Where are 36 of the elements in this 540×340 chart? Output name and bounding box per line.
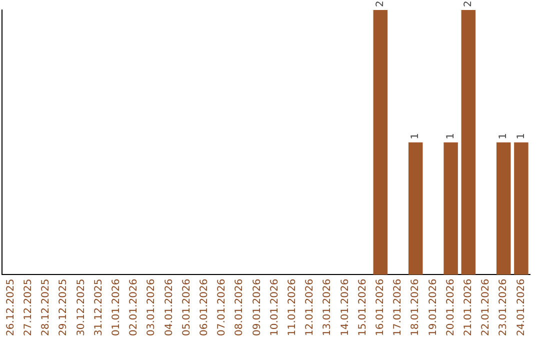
x-tick-label: 29.12.2025 bbox=[58, 278, 70, 336]
x-tick-label: 01.01.2026 bbox=[110, 278, 122, 336]
x-tick-label: 13.01.2026 bbox=[322, 278, 334, 336]
x-tick-label: 02.01.2026 bbox=[128, 278, 140, 336]
x-tick-label: 10.01.2026 bbox=[269, 278, 280, 336]
x-tick-label: 06.01.2026 bbox=[198, 278, 210, 336]
x-tick-label: 28.12.2025 bbox=[40, 278, 52, 336]
data-label: 1 bbox=[498, 132, 510, 140]
data-label: 2 bbox=[374, 0, 386, 7]
x-tick-label: 07.01.2026 bbox=[216, 278, 228, 336]
x-tick-label: 08.01.2026 bbox=[234, 278, 246, 336]
x-tick-label: 21.01.2026 bbox=[462, 278, 474, 336]
data-label: 1 bbox=[445, 132, 456, 140]
x-tick-label: 12.01.2026 bbox=[304, 278, 316, 336]
data-label: 1 bbox=[516, 132, 527, 140]
x-tick-label: 11.01.2026 bbox=[286, 278, 298, 336]
x-tick-label: 05.01.2026 bbox=[181, 278, 192, 336]
x-tick-label: 17.01.2026 bbox=[392, 278, 404, 336]
x-tick-label: 09.01.2026 bbox=[252, 278, 263, 336]
x-tick-label: 20.01.2026 bbox=[445, 278, 456, 336]
x-tick-label: 14.01.2026 bbox=[340, 278, 351, 336]
x-tick-label: 24.01.2026 bbox=[516, 278, 527, 336]
x-tick-label: 22.01.2026 bbox=[480, 278, 492, 336]
x-tick-label: 04.01.2026 bbox=[164, 278, 175, 336]
x-tick-label: 15.01.2026 bbox=[357, 278, 368, 336]
x-tick-label: 19.01.2026 bbox=[428, 278, 439, 336]
data-label: 1 bbox=[410, 132, 422, 140]
x-tick-label: 26.12.2025 bbox=[5, 278, 16, 336]
x-tick-label: 16.01.2026 bbox=[374, 278, 386, 336]
x-tick-label: 03.01.2026 bbox=[146, 278, 158, 336]
x-tick-label: 30.12.2025 bbox=[76, 278, 87, 336]
x-tick-label: 31.12.2025 bbox=[93, 278, 104, 336]
x-tick-label: 23.01.2026 bbox=[498, 278, 510, 336]
x-tick-label: 27.12.2025 bbox=[22, 278, 34, 336]
data-label: 2 bbox=[462, 0, 474, 7]
x-tick-label: 18.01.2026 bbox=[410, 278, 422, 336]
